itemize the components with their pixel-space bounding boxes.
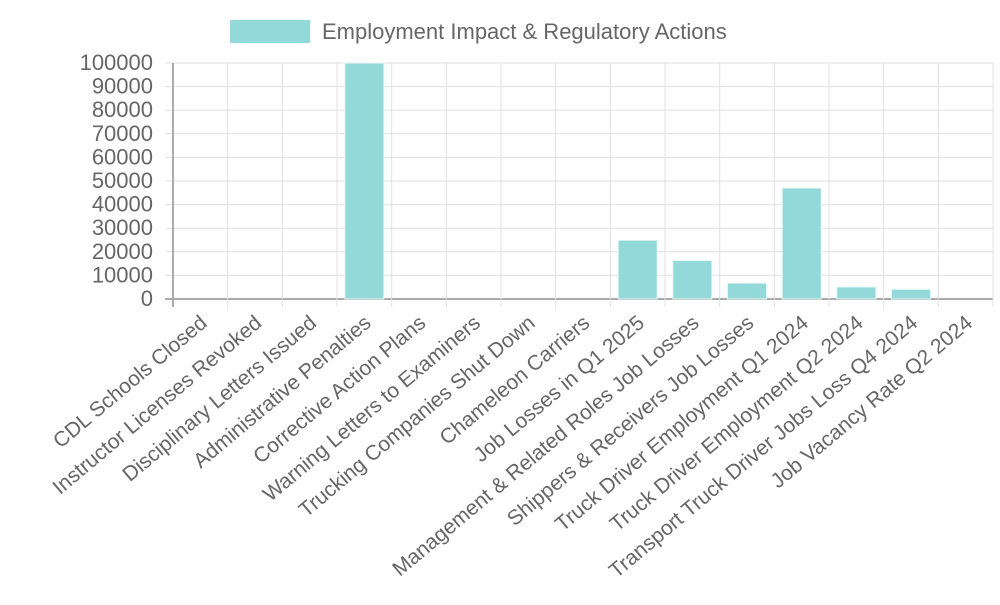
legend[interactable]: Employment Impact & Regulatory Actions — [230, 19, 727, 44]
y-tick-label: 90000 — [92, 74, 153, 99]
y-tick-label: 80000 — [92, 97, 153, 122]
y-tick-label: 60000 — [92, 144, 153, 169]
y-tick-label: 40000 — [92, 192, 153, 217]
bar — [617, 239, 658, 300]
bar — [344, 62, 385, 300]
bar — [672, 260, 713, 300]
legend-swatch — [230, 20, 310, 43]
y-tick-label: 30000 — [92, 215, 153, 240]
y-tick-label: 10000 — [92, 262, 153, 287]
bar — [891, 288, 931, 300]
y-tick-label: 70000 — [92, 121, 153, 146]
y-tick-label: 0 — [141, 286, 153, 311]
y-tick-label: 100000 — [80, 50, 153, 75]
y-tick-label: 50000 — [92, 168, 153, 193]
bar — [781, 187, 822, 300]
legend-label: Employment Impact & Regulatory Actions — [322, 19, 727, 44]
y-tick-label: 20000 — [92, 239, 153, 264]
bar — [727, 282, 767, 300]
x-tick-label: Instructor Licenses Revoked — [48, 311, 266, 499]
bar — [836, 286, 877, 300]
